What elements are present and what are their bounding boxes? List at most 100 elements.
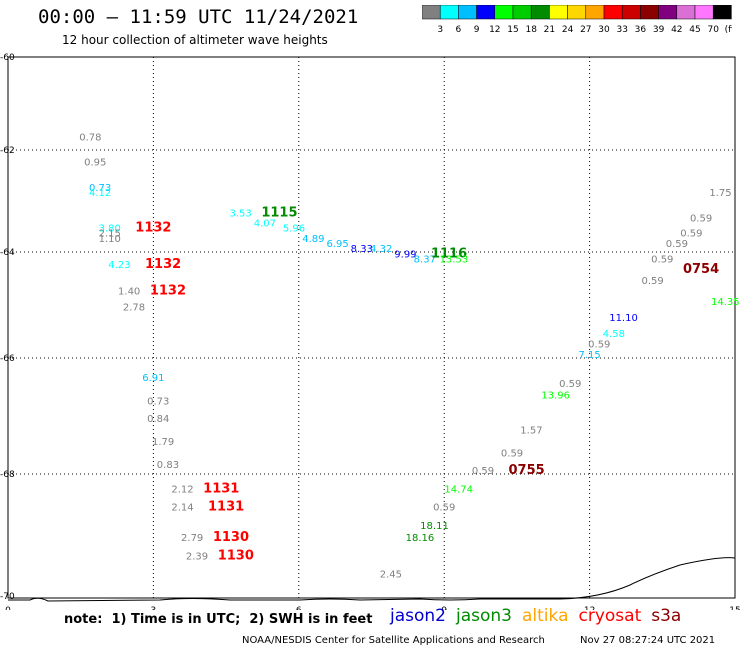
wave-height-label: 0.84 (147, 414, 169, 425)
latitude-tick-label: -64 (0, 248, 15, 258)
wave-height-label: 8.37 (414, 255, 436, 266)
wave-height-label: 8.33 (351, 244, 373, 255)
color-tick-label: 42 (671, 25, 682, 35)
wave-height-label: 14.35 (711, 297, 740, 308)
longitude-tick-label: 0 (5, 606, 11, 610)
wave-height-label: 0.78 (79, 133, 101, 144)
wave-height-label: 0.59 (588, 339, 610, 350)
satellite-legend: jason2 jason3 altika cryosat s3a (390, 606, 691, 626)
pass-time-label: 1132 (135, 221, 171, 236)
wave-height-label: 7.15 (578, 350, 600, 361)
wave-height-label: 4.32 (370, 244, 392, 255)
longitude-tick-label: 12 (584, 606, 595, 610)
latitude-tick-label: -68 (0, 470, 15, 480)
pass-time-label: 1132 (145, 257, 181, 272)
longitude-tick-label: 15 (729, 606, 740, 610)
wave-height-label: 6.95 (326, 239, 348, 250)
wave-height-label: 0.59 (433, 503, 455, 514)
wave-height-label: 0.73 (147, 396, 169, 407)
wave-height-label: 0.95 (84, 157, 106, 168)
wave-height-label: 2.78 (123, 302, 145, 313)
longitude-tick-label: 6 (296, 606, 302, 610)
wave-height-label: 2.12 (171, 484, 193, 495)
legend-item-cryosat: cryosat (578, 606, 642, 626)
legend-item-altika: altika (522, 606, 569, 626)
latitude-tick-label: -70 (0, 592, 15, 602)
wave-height-label: 4.58 (603, 329, 625, 340)
wave-height-label: 0.59 (680, 229, 702, 240)
wave-height-label: 4.23 (108, 260, 130, 271)
color-tick-label: 33 (616, 25, 627, 35)
color-swatch (712, 5, 732, 20)
color-tick-label: 6 (456, 25, 462, 35)
footer-timestamp: Nov 27 08:27:24 UTC 2021 (580, 635, 716, 646)
wave-height-label: 4.89 (302, 234, 324, 245)
wave-height-label: 0.59 (559, 379, 581, 390)
wave-height-label: 5.96 (283, 224, 305, 235)
wave-height-label: 4.12 (89, 188, 111, 199)
color-tick-label: 15 (507, 25, 518, 35)
color-tick-label: 30 (598, 25, 610, 35)
latitude-tick-label: -60 (0, 53, 15, 63)
map-frame (7, 56, 736, 599)
color-tick-label: 24 (562, 25, 574, 35)
wave-height-label: 2.39 (186, 551, 208, 562)
longitude-tick-label: 3 (151, 606, 157, 610)
wave-height-label: 2.45 (380, 570, 402, 581)
pass-time-label: 0754 (683, 262, 719, 277)
wave-height-label: 0.83 (157, 460, 179, 471)
pass-time-label: 1115 (261, 205, 297, 220)
wave-height-label: 0.59 (641, 276, 663, 287)
wave-height-label: 3.53 (230, 208, 252, 219)
color-tick-label: (ft) (725, 25, 732, 35)
wave-height-label: 1.10 (99, 234, 121, 245)
latitude-tick-label: -62 (0, 146, 15, 156)
wave-height-label: 2.14 (171, 503, 193, 514)
pass-time-label: 1116 (431, 246, 467, 261)
color-tick-label: 21 (544, 25, 555, 35)
color-tick-label: 39 (653, 25, 665, 35)
wave-height-label: 0.73 (89, 183, 111, 194)
color-tick-label: 45 (689, 25, 700, 35)
wave-height-label: 0.59 (501, 449, 523, 460)
coastline (8, 557, 736, 602)
wave-height-label: 6.91 (142, 373, 164, 384)
wave-height-label: 0.59 (472, 466, 494, 477)
latitude-tick-label: -66 (0, 354, 15, 364)
pass-time-label: 1130 (218, 548, 254, 563)
map-plot: 03691215-60-62-64-66-68-700.780.950.734.… (0, 53, 740, 610)
wave-height-label: 2.79 (181, 533, 203, 544)
page-title: 00:00 – 11:59 UTC 11/24/2021 (38, 6, 359, 28)
pass-time-label: 1131 (208, 500, 244, 515)
wave-height-label: 3.80 (99, 224, 121, 235)
wave-height-label: 11.10 (609, 313, 638, 324)
wave-height-label: 14.74 (444, 484, 473, 495)
wave-height-label: 18.16 (406, 533, 435, 544)
pass-time-label: 1131 (203, 481, 239, 496)
wave-height-label: 0.59 (690, 213, 712, 224)
legend-item-jason3: jason3 (456, 606, 512, 626)
wave-height-label: 1.79 (152, 437, 174, 448)
legend-item-s3a: s3a (651, 606, 682, 626)
color-tick-label: 18 (525, 25, 537, 35)
wave-height-label: 1.40 (118, 286, 140, 297)
pass-time-label: 1130 (213, 530, 249, 545)
wave-height-label: 13.96 (541, 391, 570, 402)
wave-height-label: 2.15 (99, 229, 121, 240)
color-tick-label: 12 (489, 25, 500, 35)
color-tick-label: 70 (707, 25, 719, 35)
longitude-tick-label: 9 (441, 606, 447, 610)
wave-height-label: 0.59 (651, 255, 673, 266)
pass-time-label: 0755 (508, 463, 544, 478)
footer-credit: NOAA/NESDIS Center for Satellite Applica… (242, 635, 545, 646)
color-tick-label: 36 (635, 25, 647, 35)
wave-height-label: 1.57 (520, 425, 542, 436)
wave-height-label: 1.75 (709, 188, 731, 199)
color-tick-label: 3 (437, 25, 443, 35)
color-tick-label: 9 (474, 25, 480, 35)
legend-item-jason2: jason2 (390, 606, 446, 626)
page-subtitle: 12 hour collection of altimeter wave hei… (62, 33, 328, 47)
wave-height-label: 18.11 (420, 521, 449, 532)
